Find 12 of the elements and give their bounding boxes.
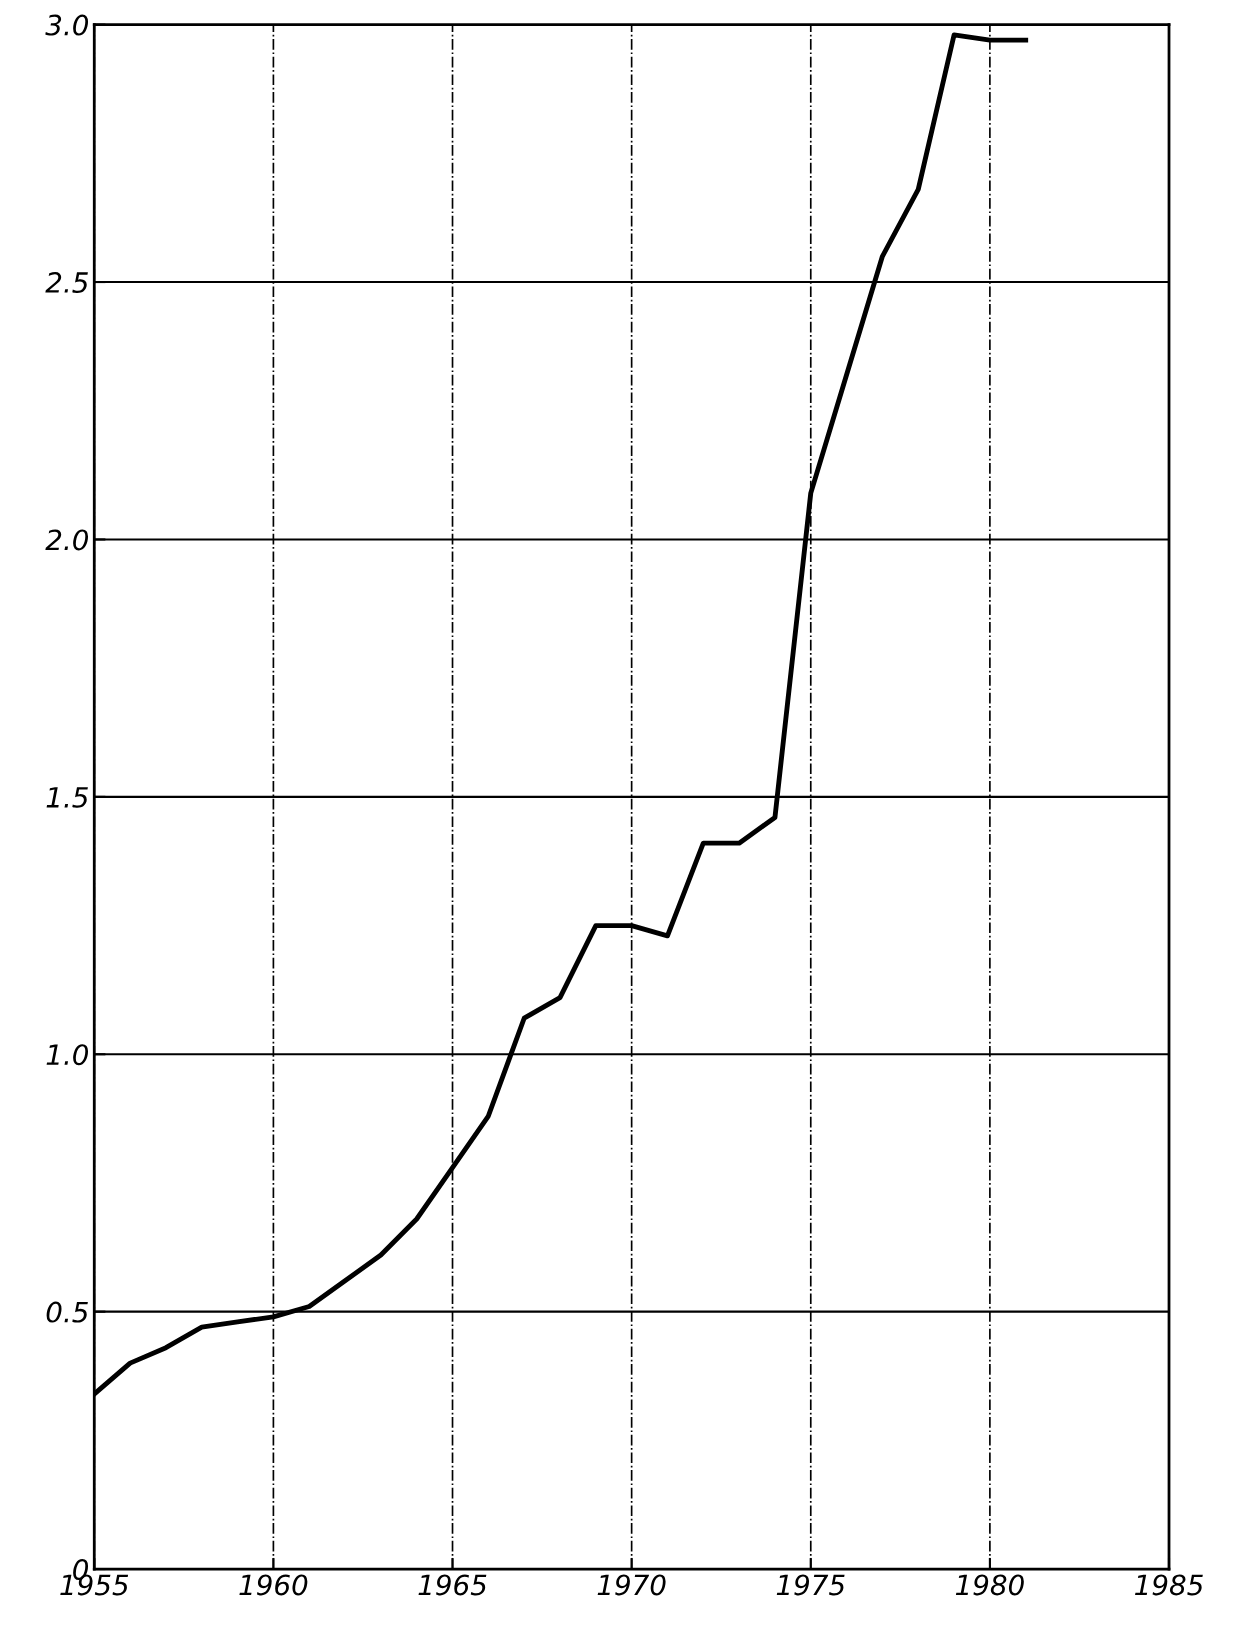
y-tick-label: 2.0 bbox=[45, 529, 89, 551]
x-tick-label: 1970 bbox=[597, 1574, 666, 1596]
x-tick-label: 1960 bbox=[239, 1574, 308, 1596]
y-tick-label: 0.5 bbox=[46, 1301, 88, 1323]
x-tick-label: 1975 bbox=[776, 1574, 845, 1596]
y-tick-label: 1.0 bbox=[46, 1044, 89, 1066]
y-tick-label: 2.5 bbox=[45, 271, 88, 293]
x-tick-label: 1965 bbox=[418, 1574, 487, 1596]
x-tick-label: 1985 bbox=[1135, 1574, 1203, 1596]
x-tick-label: 1980 bbox=[955, 1574, 1024, 1596]
y-tick-label: 1.5 bbox=[46, 787, 88, 808]
y-tick-label: 3.0 bbox=[45, 14, 89, 36]
